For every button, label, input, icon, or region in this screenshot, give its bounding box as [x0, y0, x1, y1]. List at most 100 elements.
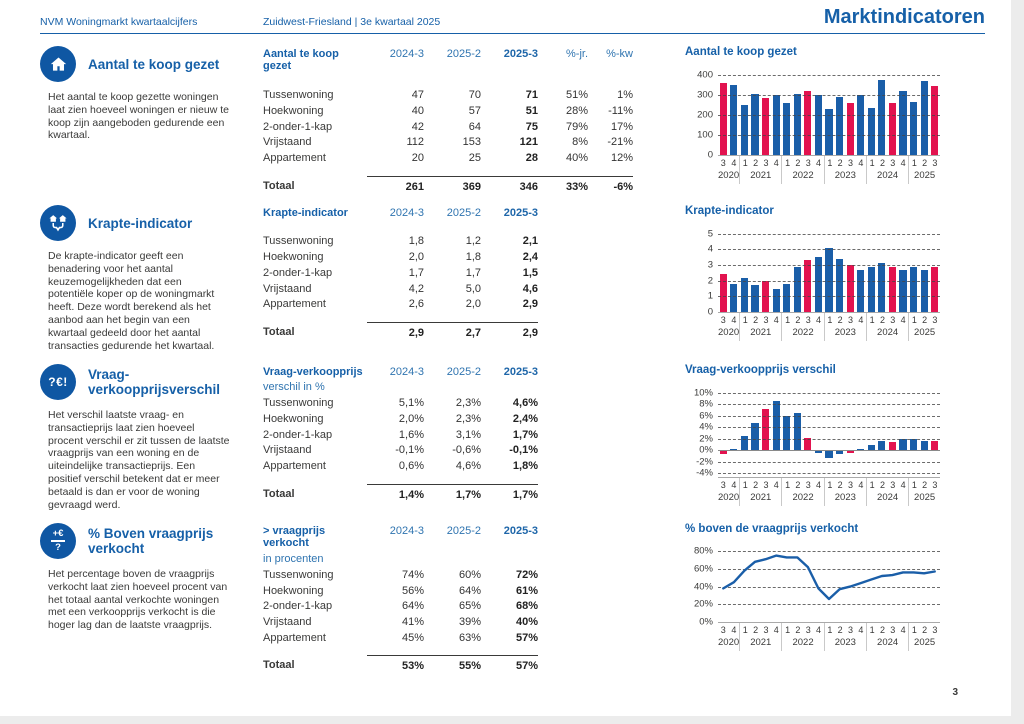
chart-canvas: 0 100 200 300 400 3 4 2020 1 2 3 4 2021 1 2 3 4 2022 1 2 3 4 2… — [685, 69, 943, 187]
x-axis: 3 4 2020 1 2 3 4 2021 1 2 3 4 2022 1 2 3 4 2023 1 2 3 4 2024 1 2… — [718, 155, 940, 184]
bar-4 — [772, 288, 780, 312]
spacer-cell — [538, 552, 588, 568]
year-group-2020: 3 4 2020 — [718, 156, 739, 184]
table-cell: 56% — [401, 584, 424, 597]
table-cell: 2,3% — [455, 397, 481, 410]
column-header: 2025-2 — [446, 365, 481, 378]
column-header: 2025-3 — [503, 365, 538, 378]
table-cell: 1,2 — [465, 235, 481, 248]
year-group-2024: 1 2 3 4 2024 — [865, 478, 908, 506]
year-label: 2025 — [914, 327, 936, 338]
table-spacer — [263, 475, 633, 484]
section-heading: Krapte-indicator — [40, 205, 255, 241]
table-cell: 2,4 — [522, 251, 538, 264]
quarter-tick: 3 — [720, 480, 726, 490]
bar-2 — [751, 285, 759, 312]
bar-3 — [804, 91, 812, 155]
total-cell: 2,9 — [481, 321, 538, 341]
year-label: 2022 — [792, 637, 814, 648]
table-subtitle: in procenten — [263, 553, 324, 566]
table-cell: 45% — [401, 632, 424, 645]
table-title: > vraagprijs verkocht — [263, 524, 326, 550]
quarter-tick: 1 — [785, 315, 791, 325]
year-label: 2021 — [750, 492, 772, 503]
section-description: Het percentage boven de vraagprijs verko… — [48, 568, 228, 632]
y-tick-label: 0 — [707, 306, 713, 318]
x-axis: 3 4 2020 1 2 3 4 2021 1 2 3 4 2022 1 2 3 4 2023 1 2 3 4 2024 1 2… — [718, 477, 940, 506]
plot-area — [718, 389, 940, 477]
plot-area — [718, 230, 940, 312]
table-cell: 17% — [610, 120, 633, 133]
table-cell — [588, 427, 633, 443]
y-tick-label: 2% — [699, 433, 713, 445]
quarter-tick: 4 — [858, 315, 864, 325]
table-cell: 0,6% — [398, 460, 424, 473]
quarter-tick: 1 — [869, 158, 875, 168]
year-label: 2023 — [834, 637, 856, 648]
row-label: Appartement — [263, 152, 326, 165]
y-tick-label: -4% — [696, 467, 713, 479]
bar-3 — [846, 450, 854, 454]
bar-2 — [920, 269, 928, 312]
table-cell — [588, 411, 633, 427]
bar-2 — [920, 80, 928, 155]
table-cell — [538, 583, 588, 599]
year-group-2024: 1 2 3 4 2024 — [865, 313, 908, 341]
total-cell: 2,7 — [424, 321, 481, 341]
table-spacer — [263, 646, 633, 655]
y-tick-label: 1 — [707, 290, 713, 302]
quarter-tick: 3 — [848, 625, 854, 635]
table-cell: 25 — [468, 152, 481, 165]
table-cell: -11% — [608, 104, 633, 117]
section-title: Krapte-indicator — [88, 215, 193, 231]
total-cell — [538, 322, 588, 341]
year-group-2025: 1 2 3 2025 — [908, 156, 940, 184]
table-cell — [538, 443, 588, 459]
section-description: De krapte-indicator geeft een benadering… — [48, 250, 215, 352]
y-tick-label: 4% — [699, 421, 713, 433]
total-cell: 1,4% — [367, 483, 424, 503]
column-header: 2024-3 — [389, 206, 424, 219]
year-label: 2024 — [877, 327, 899, 338]
quarter-tick: 3 — [848, 480, 854, 490]
quarter-tick: 2 — [795, 315, 801, 325]
quarter-tick: 1 — [785, 158, 791, 168]
report-source-label: NVM Woningmarkt kwartaalcijfers — [40, 16, 198, 28]
column-header: 2025-2 — [446, 524, 481, 537]
table-cell: 4,6% — [512, 397, 538, 410]
year-label: 2023 — [834, 327, 856, 338]
row-label: Hoekwoning — [263, 104, 324, 117]
gridline — [718, 74, 940, 76]
quarter-tick: 2 — [795, 480, 801, 490]
year-label: 2022 — [792, 170, 814, 181]
bar-4 — [730, 283, 738, 312]
y-tick-label: 20% — [693, 598, 713, 610]
table-cell — [538, 599, 588, 615]
year-label: 2022 — [792, 327, 814, 338]
table-cell: -0,1% — [395, 444, 424, 457]
table-cell: 2,0 — [408, 251, 424, 264]
bar-3 — [888, 102, 896, 155]
table-cell — [588, 250, 633, 266]
row-label: Tussenwoning — [263, 397, 334, 410]
bar-4 — [899, 269, 907, 312]
bar-3 — [719, 274, 727, 312]
y-tick-label: 100 — [697, 129, 713, 141]
bar-3 — [719, 82, 727, 155]
quarter-tick: 1 — [742, 625, 748, 635]
table-cell: 12% — [610, 152, 633, 165]
quarter-tick: 4 — [900, 158, 906, 168]
table-cell: 40 — [411, 104, 424, 117]
year-label: 2025 — [914, 492, 936, 503]
year-label: 2021 — [750, 170, 772, 181]
table-cell: 3,1% — [455, 428, 481, 441]
gridline — [718, 438, 940, 440]
bar-3 — [762, 280, 770, 312]
quarter-tick: 1 — [911, 158, 917, 168]
